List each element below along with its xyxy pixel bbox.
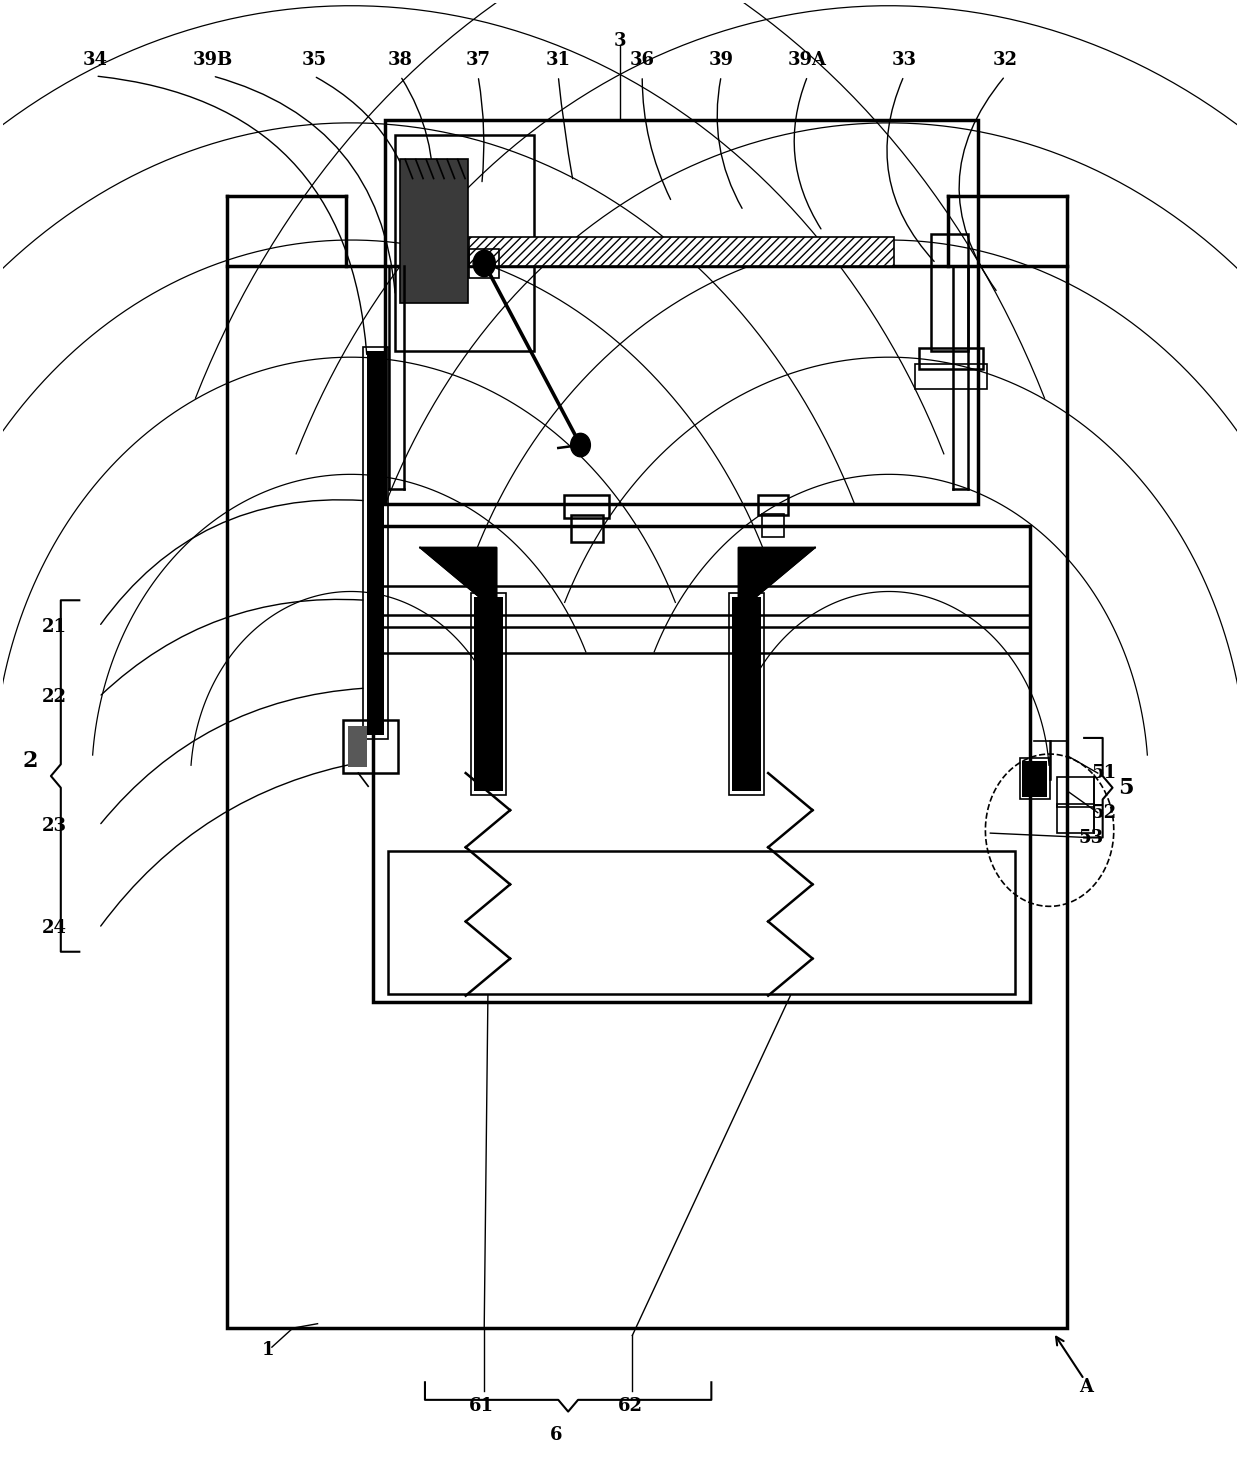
Text: 62: 62 <box>618 1396 642 1414</box>
Text: 24: 24 <box>42 919 67 938</box>
Bar <box>373 526 1030 1001</box>
Bar <box>733 597 760 791</box>
Bar <box>388 851 1016 994</box>
Bar <box>348 726 367 767</box>
Text: 21: 21 <box>42 617 67 635</box>
Text: A: A <box>1080 1377 1094 1395</box>
Bar <box>401 159 469 303</box>
Text: 36: 36 <box>630 51 655 69</box>
Text: 31: 31 <box>546 51 570 69</box>
Text: 1: 1 <box>262 1341 274 1360</box>
Polygon shape <box>420 547 496 603</box>
Circle shape <box>570 434 590 457</box>
Bar <box>470 248 498 278</box>
Bar <box>919 348 983 369</box>
Bar <box>915 365 987 390</box>
Text: 39B: 39B <box>192 51 233 69</box>
Bar <box>227 266 1066 1327</box>
Bar <box>373 585 1030 614</box>
Text: 6: 6 <box>549 1426 562 1444</box>
Bar <box>761 514 784 538</box>
Text: 35: 35 <box>301 51 326 69</box>
Bar <box>758 495 787 516</box>
Bar <box>401 159 469 303</box>
Text: 53: 53 <box>1079 829 1104 847</box>
Text: 38: 38 <box>388 51 413 69</box>
Bar <box>1056 804 1094 833</box>
Text: 2: 2 <box>22 750 37 772</box>
Text: 61: 61 <box>469 1396 495 1414</box>
Bar <box>367 351 384 735</box>
Bar <box>471 592 506 795</box>
Text: 23: 23 <box>42 817 67 835</box>
Text: 22: 22 <box>42 688 67 706</box>
Bar <box>1056 778 1094 807</box>
Text: 51: 51 <box>1091 764 1116 782</box>
Bar <box>363 347 388 739</box>
Bar <box>470 237 894 266</box>
Circle shape <box>474 250 495 276</box>
Bar <box>373 626 1030 653</box>
Bar <box>475 597 502 791</box>
Bar <box>729 592 764 795</box>
Text: 52: 52 <box>1091 804 1116 822</box>
Polygon shape <box>739 547 815 603</box>
Bar <box>396 135 533 351</box>
Text: 33: 33 <box>892 51 916 69</box>
Bar <box>564 495 609 519</box>
Bar <box>386 121 978 504</box>
Text: 39A: 39A <box>789 51 827 69</box>
Text: 5: 5 <box>1118 776 1133 798</box>
Text: 3: 3 <box>614 32 626 50</box>
Text: 39: 39 <box>709 51 734 69</box>
Text: 37: 37 <box>465 51 491 69</box>
Text: 32: 32 <box>993 51 1018 69</box>
Bar <box>1021 759 1049 800</box>
Bar <box>343 720 398 773</box>
Bar <box>1023 761 1047 797</box>
Bar <box>931 234 968 351</box>
Text: 34: 34 <box>83 51 108 69</box>
Bar <box>570 516 603 541</box>
